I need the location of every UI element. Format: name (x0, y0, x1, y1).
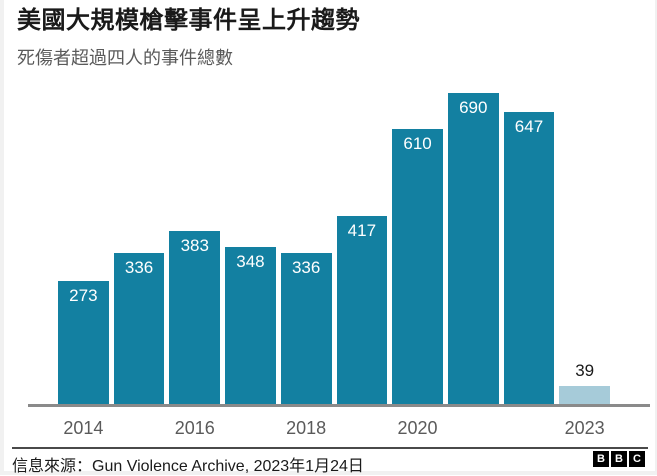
chart-title: 美國大規模槍擊事件呈上升趨勢 (17, 7, 360, 34)
bar-2020: 610 (392, 129, 443, 404)
bar-value-label: 39 (575, 361, 595, 380)
bar-value-label: 348 (236, 252, 265, 271)
page-edge-left (0, 0, 4, 475)
x-tick-2023: 2023 (564, 418, 605, 438)
bbc-logo-letter: C (629, 451, 645, 467)
chart-subtitle: 死傷者超過四人的事件總數 (17, 48, 233, 68)
bbc-logo-letter: B (611, 451, 627, 467)
bar-value-label: 690 (459, 98, 488, 117)
x-axis-line (28, 404, 650, 407)
x-tick-2020: 2020 (397, 418, 438, 438)
bar-value-label: 417 (347, 221, 377, 240)
bar-value-label: 610 (403, 134, 432, 153)
bar-chart-plot: 273 336 383 348 336 417 610 690 647 39 (28, 93, 650, 404)
x-tick-2016: 2016 (174, 418, 215, 438)
x-axis-labels: 2014 2016 2018 2020 2023 (0, 418, 657, 444)
bar-2017: 348 (225, 247, 276, 404)
bar-value-label: 383 (180, 236, 209, 255)
x-tick-2018: 2018 (286, 418, 327, 438)
bar-value-label: 647 (514, 117, 544, 136)
bar-2015: 336 (113, 253, 165, 404)
page-edge-bottom (0, 471, 657, 475)
bbc-logo-letter: B (593, 451, 609, 467)
footer-divider (12, 447, 648, 449)
x-tick-2014: 2014 (63, 418, 104, 438)
bar-2022: 647 (503, 112, 555, 404)
source-text: 信息來源：Gun Violence Archive, 2023年1月24日 (12, 458, 364, 475)
bar-2018: 336 (280, 253, 332, 404)
bar-2019: 417 (336, 216, 388, 404)
bar-value-label: 273 (69, 286, 98, 305)
bar-2021: 690 (447, 93, 499, 404)
bar-2023: 39 (559, 361, 611, 404)
bar-value-label: 336 (124, 258, 154, 277)
bar-value-label: 336 (291, 258, 321, 277)
bar-2016: 383 (169, 231, 221, 404)
page-edge-right (655, 0, 657, 475)
bar-2014: 273 (58, 281, 109, 404)
